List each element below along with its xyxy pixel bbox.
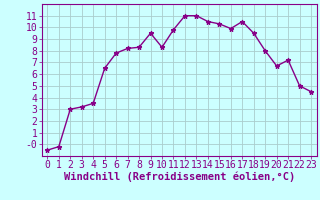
X-axis label: Windchill (Refroidissement éolien,°C): Windchill (Refroidissement éolien,°C) bbox=[64, 172, 295, 182]
